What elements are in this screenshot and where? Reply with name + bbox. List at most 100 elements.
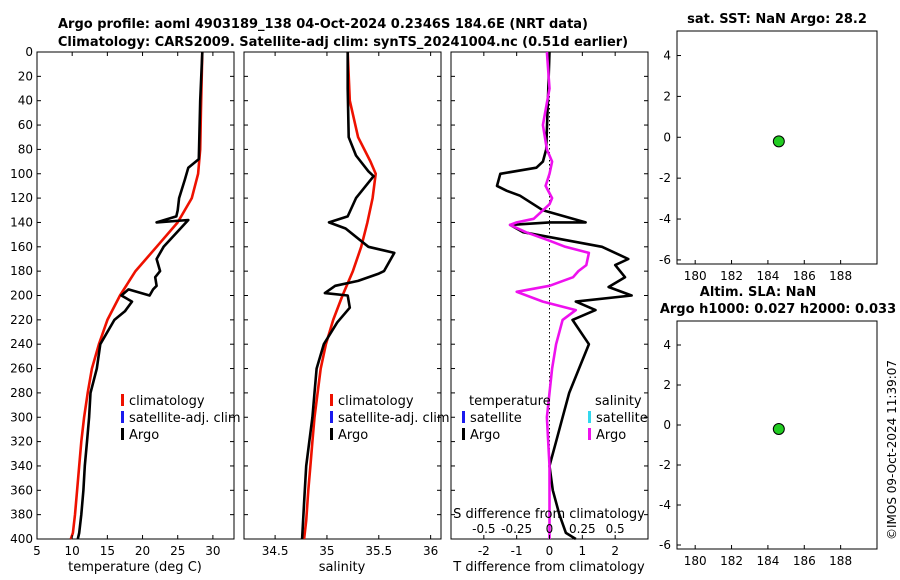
legend-swatch-climatology xyxy=(121,394,124,406)
legend-label-climatology: climatology xyxy=(338,394,414,409)
argo-height-title: Argo h1000: 0.027 h2000: 0.033 xyxy=(660,302,896,317)
x-tick-label: 184 xyxy=(756,554,779,568)
y-tick-label: 340 xyxy=(10,459,33,473)
data-point xyxy=(772,423,785,435)
y-tick-label: 280 xyxy=(10,386,33,400)
x-tick-label: -2 xyxy=(478,544,490,558)
argo-temperature-diff-line xyxy=(495,51,633,541)
y-tick-label: 100 xyxy=(10,167,33,181)
x2-tick-label: 0 xyxy=(546,522,554,536)
x-tick-label: 35.5 xyxy=(365,544,392,558)
y-tick-label: 2 xyxy=(663,89,671,103)
legend-label-argo: Argo xyxy=(129,428,159,443)
argo-line xyxy=(300,52,396,540)
y-tick-label: 300 xyxy=(10,410,33,424)
x-tick-label: 35 xyxy=(319,544,334,558)
legend-swatch-argo xyxy=(330,428,333,440)
x2-tick-label: -0.25 xyxy=(501,522,532,536)
y-tick-label: 220 xyxy=(10,313,33,327)
legend-swatch-s-satellite xyxy=(588,411,591,423)
legend-swatch-climatology xyxy=(330,394,333,406)
y-tick-label: 320 xyxy=(10,435,33,449)
y-tick-label: 0 xyxy=(25,45,33,59)
x-tick-label: 188 xyxy=(829,269,852,283)
climatology-line xyxy=(302,51,378,540)
legend-label-satellite: satellite-adj. clim xyxy=(338,411,450,426)
sst-axes: 4 2 0 -2 -4 -6 180 182 184 186 188 xyxy=(659,30,878,283)
data-point xyxy=(772,135,785,148)
x-tick-label: 180 xyxy=(684,269,707,283)
legend-swatch-argo xyxy=(121,428,124,440)
legend-label-satellite: satellite-adj. clim xyxy=(129,411,241,426)
x-tick-label: 186 xyxy=(793,269,816,283)
legend-label-t-satellite: satellite xyxy=(470,411,522,426)
y-tick-label: 0 xyxy=(663,418,671,432)
y-tick-label: 4 xyxy=(663,338,671,352)
x-tick-label: 182 xyxy=(720,554,743,568)
x-tick-label: 30 xyxy=(205,544,220,558)
climatology-line xyxy=(69,51,204,540)
salinity-axes: 34.5 35 35.5 36 salinity xyxy=(243,51,442,575)
x-tick-label: 15 xyxy=(100,544,115,558)
legend-swatch-t-satellite xyxy=(462,411,465,423)
y-tick-label: 180 xyxy=(10,264,33,278)
y-tick-label: 0 xyxy=(663,130,671,144)
y-tick-label: 2 xyxy=(663,378,671,392)
x-tick-label: 180 xyxy=(684,554,707,568)
y-tick-label: 4 xyxy=(663,49,671,63)
x-tick-label: 20 xyxy=(135,544,150,558)
x-tick-label: 36 xyxy=(423,544,438,558)
sla-axes-frame xyxy=(676,320,878,550)
x-tick-label: 186 xyxy=(793,554,816,568)
y-tick-label: 80 xyxy=(18,142,33,156)
difference-x2label: S difference from climatology xyxy=(453,507,645,522)
y-tick-label: -4 xyxy=(659,498,671,512)
y-tick-label: 20 xyxy=(18,69,33,83)
y-tick-label: 240 xyxy=(10,337,33,351)
y-tick-label: 260 xyxy=(10,362,33,376)
difference-axes: -2 -1 0 1 2 -0.5 -0.25 0 0.25 0.5 T difference fr… xyxy=(450,51,649,575)
legend-swatch-satellite xyxy=(330,411,333,423)
y-tick-label: 160 xyxy=(10,240,33,254)
legend-label-s-satellite: satellite xyxy=(596,411,648,426)
x-tick-label: 182 xyxy=(720,269,743,283)
y-tick-label: 60 xyxy=(18,118,33,132)
y-tick-label: 40 xyxy=(18,94,33,108)
x-tick-label: 184 xyxy=(756,269,779,283)
sst-title: sat. SST: NaN Argo: 28.2 xyxy=(687,12,867,27)
legend-swatch-s-argo xyxy=(588,428,591,440)
difference-legend: temperature salinity satellite Argo sate… xyxy=(462,394,648,443)
temperature-xlabel: temperature (deg C) xyxy=(68,560,202,575)
x2-tick-label: -0.5 xyxy=(472,522,495,536)
x2-tick-label: 0.5 xyxy=(606,522,625,536)
y-tick-label: 400 xyxy=(10,532,33,546)
y-tick-label: -4 xyxy=(659,212,671,226)
x-tick-label: 34.5 xyxy=(262,544,289,558)
legend-label-s-argo: Argo xyxy=(596,428,626,443)
x-tick-label: 188 xyxy=(829,554,852,568)
x-tick-label: 0 xyxy=(546,544,554,558)
x-tick-label: 25 xyxy=(170,544,185,558)
x-tick-label: -1 xyxy=(511,544,523,558)
salinity-xlabel: salinity xyxy=(319,560,366,575)
temperature-axes: 0 20 40 60 80 100 120 140 160 180 200 220 240 260 280 3… xyxy=(10,45,235,575)
difference-xlabel: T difference from climatology xyxy=(452,560,645,575)
title-line-2: Climatology: CARS2009. Satellite-adj cli… xyxy=(58,35,628,50)
argo-salinity-diff-line xyxy=(508,51,591,539)
legend-label-t-argo: Argo xyxy=(470,428,500,443)
title-line-1: Argo profile: aoml 4903189_138 04-Oct-20… xyxy=(58,17,588,32)
y-tick-label: -2 xyxy=(659,458,671,472)
y-tick-label: -6 xyxy=(659,253,671,267)
x-tick-label: 1 xyxy=(579,544,587,558)
sst-axes-frame xyxy=(676,30,878,265)
salinity-legend: climatology satellite-adj. clim Argo xyxy=(330,394,450,443)
watermark: ©IMOS 09-Oct-2024 11:39:07 xyxy=(885,360,899,540)
y-tick-label: 140 xyxy=(10,215,33,229)
x-tick-label: 2 xyxy=(611,544,619,558)
legend-head-temperature: temperature xyxy=(469,394,551,409)
sla-axes: 4 2 0 -2 -4 -6 180 182 184 186 188 xyxy=(659,320,878,568)
legend-swatch-satellite xyxy=(121,411,124,423)
x-tick-label: 10 xyxy=(65,544,80,558)
x2-tick-label: 0.25 xyxy=(569,522,596,536)
